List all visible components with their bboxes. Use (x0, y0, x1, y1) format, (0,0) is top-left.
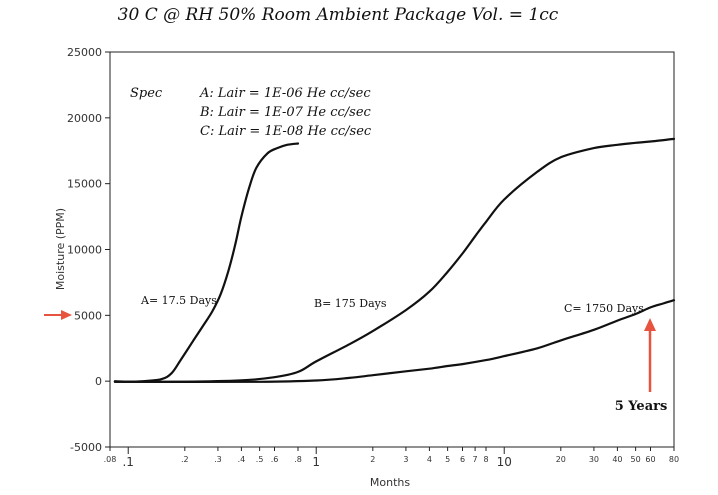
x-axis: .08 .1 .2 .3 .4 .5 .6 .8 1 2 3 4 5 6 7 8 10 20 30 40 50 60 80 (104, 447, 679, 469)
x-tick-label: 2 (370, 455, 375, 464)
x-tick-label: 7 (473, 455, 478, 464)
spec-legend-entry-a: A: Lair = 1E-06 He cc/sec (199, 86, 371, 101)
x-axis-title: Months (370, 476, 410, 489)
series-lines (113, 137, 676, 383)
y-axis: -5000 0 5000 10000 15000 20000 25000 (67, 46, 110, 454)
series-line-b (113, 137, 676, 383)
chart-subtitle: 30 C @ RH 50% Room Ambient Package Vol. … (118, 5, 559, 25)
x-tick-label: 10 (497, 455, 512, 469)
series-line-a (113, 142, 300, 383)
spec-legend-title: Spec (130, 86, 163, 101)
x-tick-label: 40 (612, 455, 622, 464)
y-tick-label: 10000 (67, 244, 102, 257)
x-tick-label: .4 (238, 455, 246, 464)
y-tick-label: 25000 (67, 46, 102, 59)
plot-area-frame (109, 51, 675, 448)
x-tick-label: 5 (445, 455, 450, 464)
series-line-c (113, 299, 676, 383)
spec-legend-entry-b: B: Lair = 1E-07 He cc/sec (199, 105, 372, 120)
x-tick-label: 50 (631, 455, 641, 464)
y-5000-marker-arrow (44, 310, 72, 320)
x-tick-label: 60 (645, 455, 655, 464)
x-tick-label: 1 (312, 455, 320, 469)
spec-legend-entry-c: C: Lair = 1E-08 He cc/sec (200, 124, 372, 139)
x-tick-label: .8 (294, 455, 302, 464)
x-tick-label: .2 (181, 455, 189, 464)
five-years-label: 5 Years (615, 399, 668, 414)
x-tick-label: .6 (271, 455, 279, 464)
spec-legend-box: Spec A: Lair = 1E-06 He cc/sec B: Lair =… (130, 86, 372, 139)
five-years-arrow (644, 318, 656, 392)
y-tick-label: 5000 (74, 309, 102, 322)
x-tick-label: .3 (214, 455, 222, 464)
y-tick-label: 20000 (67, 112, 102, 125)
x-tick-label: 80 (669, 455, 679, 464)
x-tick-label: 6 (460, 455, 465, 464)
x-tick-label: 8 (483, 455, 488, 464)
y-tick-label: 15000 (67, 178, 102, 191)
x-tick-label: .5 (256, 455, 264, 464)
x-tick-label: 4 (427, 455, 432, 464)
series-label-c: C= 1750 Days (564, 302, 644, 315)
series-label-a: A= 17.5 Days (140, 294, 217, 307)
x-tick-label: 30 (589, 455, 599, 464)
y-tick-label: 0 (95, 375, 102, 388)
series-label-b: B= 175 Days (314, 297, 387, 310)
x-tick-label: .1 (122, 455, 133, 469)
x-tick-label: .08 (104, 455, 117, 464)
x-tick-label: 20 (556, 455, 566, 464)
x-tick-label: 3 (403, 455, 408, 464)
y-axis-title: Moisture (PPM) (54, 208, 67, 290)
y-tick-label: -5000 (70, 441, 102, 454)
